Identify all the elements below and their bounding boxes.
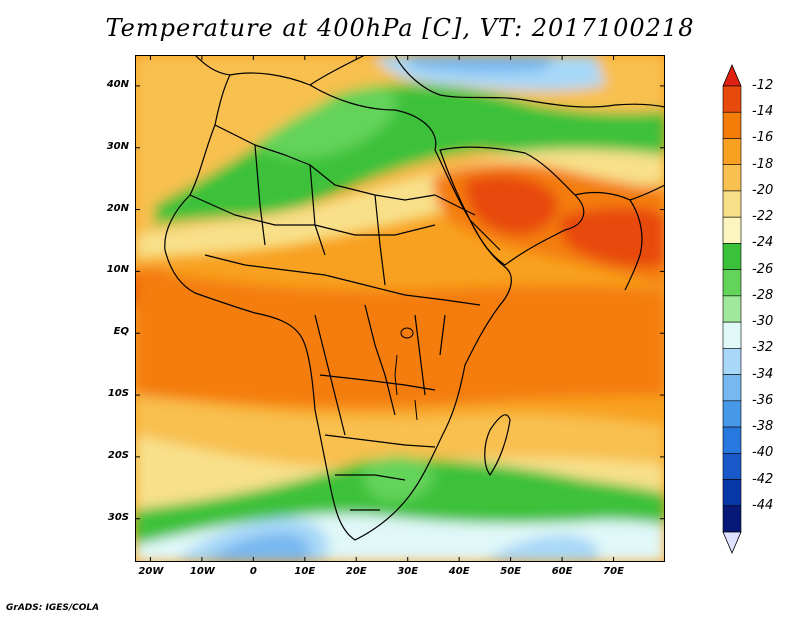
x-tick-label: 20E [345,566,367,577]
field-north-green [155,84,665,225]
colorbar-segment [722,426,742,454]
border-5 [314,304,446,436]
colorbar-level-label: -30 [752,314,774,330]
colorbar-segment [722,85,742,113]
colorbar-segment [722,295,742,323]
credit-text: GrADS: IGES/COLA [6,603,100,613]
y-tick-label: 10S [107,388,129,400]
y-tick-label: 10N [106,264,129,276]
colorbar-level-label: -24 [752,235,774,251]
lakes [394,327,418,421]
colorbar-segment [722,452,742,480]
map-title: Temperature at 400hPa [C], VT: 201710021… [105,14,695,42]
africa-coast [164,72,512,541]
colorbar-level-label: -36 [752,392,774,408]
axis-ticks [135,55,665,562]
colorbar-segment [722,374,742,402]
colorbar-bottom-arrow [722,531,742,554]
border-8 [434,194,501,251]
colorbar-level-label: -12 [752,78,774,93]
colorbar-segment [722,348,742,375]
map-panel [135,55,665,562]
x-tick-label: 70E [603,566,624,577]
map-frame [135,55,665,562]
lake-victoria [400,327,414,339]
x-tick-label: 30E [397,566,419,577]
colorbar-segment [722,505,742,533]
colorbar-level-label: -16 [752,130,774,146]
border-1 [214,124,436,201]
madagascar-coast [484,414,511,476]
field-south-blue3 [485,535,599,562]
colorbar-segment [722,321,742,349]
colorbar-segment [722,164,742,192]
field-north-lightgreen [255,85,397,159]
colorbar-level-label: -32 [752,340,774,356]
europe-coast [194,55,665,108]
colorbar-level-label: -38 [752,419,774,435]
field-equator-orange [135,270,665,407]
x-tick-label: 10W [189,566,215,577]
x-tick-label: 0 [249,566,257,577]
x-tick-label: 40E [448,566,470,577]
border-3 [189,194,436,236]
y-tick-label: 40N [106,78,129,90]
colorbar-segment [722,138,742,166]
x-tick-label: 60E [551,566,573,577]
colorbar [722,64,742,554]
colorbar-level-label: -18 [752,156,774,172]
colorbar-segment [722,190,742,218]
temperature-map [135,55,665,562]
colorbar-level-label: -20 [752,182,774,198]
colorbar-segment [722,243,742,270]
colorbar-segment [722,269,742,297]
y-tick-label: EQ [113,326,129,338]
field-med-deepblue [405,55,555,73]
colorbar-level-label: -34 [752,366,774,382]
colorbar-top-arrow [722,64,742,87]
colorbar-level-label: -14 [752,104,774,120]
colorbar-level-label: -22 [752,209,774,225]
border-4 [204,254,481,306]
y-tick-label: 30S [107,511,129,523]
y-tick-label: 30N [106,140,129,152]
colorbar-segment [722,479,742,507]
coastlines [164,55,665,541]
field-india-red [559,207,665,267]
x-tick-label: 20W [138,566,164,577]
india-coast [574,184,665,291]
colorbar-segment [722,216,742,244]
colorbar-level-label: -28 [752,287,774,303]
colorbar-segment [722,400,742,428]
field-arabia-red [465,175,558,235]
field-south-blue2 [205,533,310,562]
x-tick-label: 50E [500,566,521,577]
x-tick-label: 10E [294,566,316,577]
colorbar-segment [722,111,742,139]
lake-tanganyika [394,354,398,396]
colorbar-level-label: -26 [752,261,774,277]
colorbar-level-label: -44 [752,497,774,513]
lake-malawi [414,399,418,421]
y-tick-label: 20S [107,449,129,461]
colorbar-level-label: -40 [752,445,774,461]
border-6 [319,374,436,448]
y-tick-label: 20N [106,202,129,214]
arabia-coast [439,146,585,266]
border-7 [335,474,406,511]
colorbar-level-label: -42 [752,471,774,487]
